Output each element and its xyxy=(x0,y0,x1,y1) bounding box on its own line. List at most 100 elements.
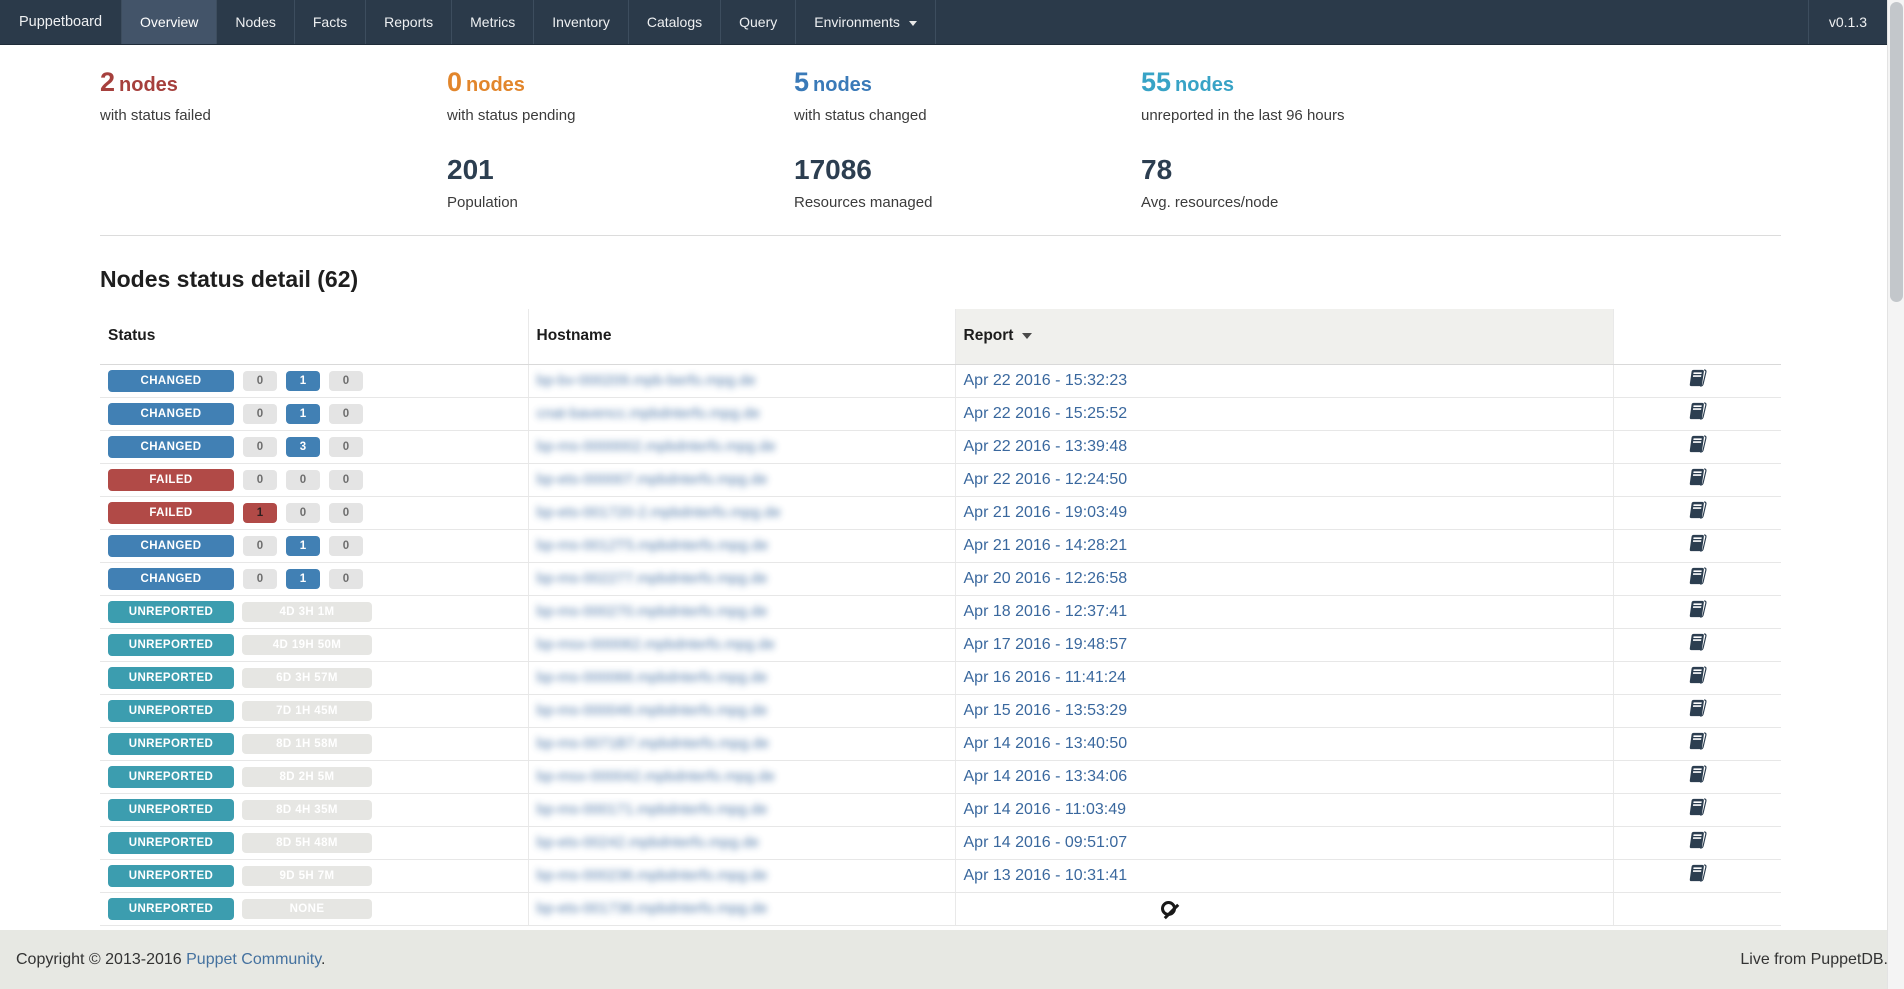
hostname-link[interactable]: bp-ets-001736.mpbdnterfo.mpg.de xyxy=(536,899,768,917)
report-book-icon[interactable] xyxy=(1688,830,1708,850)
count-badges: 8D 1H 58M xyxy=(234,733,372,754)
status-cell: UNREPORTED 8D 2H 5M xyxy=(100,760,528,794)
report-link[interactable]: Apr 21 2016 - 19:03:49 xyxy=(963,503,1128,521)
section-divider xyxy=(100,235,1781,236)
nav-item-label: Reports xyxy=(384,14,434,30)
hostname-link[interactable]: bp-ms-0012T5.mpbdnterfo.mpg.de xyxy=(536,536,769,554)
nav-item-facts[interactable]: Facts xyxy=(295,0,367,44)
nav-item-nodes[interactable]: Nodes xyxy=(217,0,295,44)
status-badge: FAILED xyxy=(108,468,234,491)
report-link[interactable]: Apr 22 2016 - 12:24:50 xyxy=(963,470,1128,488)
hostname-link[interactable]: bp-ms-0000002.mpbdnterfo.mpg.de xyxy=(536,437,776,455)
nav-item-catalogs[interactable]: Catalogs xyxy=(629,0,722,44)
hostname-link[interactable]: bp-ms-000066.mpbdnterfo.mpg.de xyxy=(536,668,768,686)
report-book-icon[interactable] xyxy=(1688,566,1708,586)
report-link[interactable]: Apr 20 2016 - 12:26:58 xyxy=(963,569,1128,587)
column-header-status[interactable]: Status xyxy=(100,309,528,365)
column-header-report[interactable]: Report xyxy=(954,309,1613,365)
report-header-label: Report xyxy=(963,327,1014,345)
report-book-icon[interactable] xyxy=(1688,863,1708,883)
hostname-link[interactable]: bp-ms-000046.mpbdnterfo.mpg.de xyxy=(536,701,768,719)
column-header-hostname[interactable]: Hostname xyxy=(527,309,955,365)
hostname-link[interactable]: bp-ms-000270.mpbdnterfo.mpg.de xyxy=(536,602,768,620)
hostname-link[interactable]: bp-ets-00242.mpbdnterfo.mpg.de xyxy=(536,833,760,851)
report-book-icon[interactable] xyxy=(1688,698,1708,718)
hostname-link[interactable]: bp-msx-000062.mpbdnterfo.mpg.de xyxy=(536,635,775,653)
report-link[interactable]: Apr 14 2016 - 11:03:49 xyxy=(963,800,1127,818)
hostname-link[interactable]: bp-ms-000236.mpbdnterfo.mpg.de xyxy=(536,866,768,884)
hostname-cell: cnat-bavencc.mpbdnterfo.mpg.de xyxy=(527,397,955,431)
report-book-icon[interactable] xyxy=(1688,401,1708,421)
hostname-link[interactable]: bp-ms-002277.mpbdnterfo.mpg.de xyxy=(536,569,768,587)
vertical-scrollbar[interactable] xyxy=(1887,0,1904,989)
hostname-link[interactable]: bp-ms-0071B7.mpbdnterfo.mpg.de xyxy=(536,734,770,752)
unreported-duration-badge: 4D 19H 50M xyxy=(242,634,372,655)
table-row: UNREPORTED NONE bp-ets-001736.mpbdnterfo.… xyxy=(100,892,1781,926)
status-cell: FAILED 1 0 0 xyxy=(100,496,528,530)
report-book-icon[interactable] xyxy=(1688,368,1708,388)
report-link[interactable]: Apr 13 2016 - 10:31:41 xyxy=(963,866,1128,884)
report-link[interactable]: Apr 14 2016 - 13:34:06 xyxy=(963,767,1128,785)
hostname-cell: bp-ms-0012T5.mpbdnterfo.mpg.de xyxy=(527,529,955,563)
report-link[interactable]: Apr 17 2016 - 19:48:57 xyxy=(963,635,1128,653)
pending-nodes-unit: nodes xyxy=(466,74,525,96)
unreported-duration-badge: 8D 1H 58M xyxy=(242,733,372,754)
table-row: CHANGED 0 1 0 bp-ms-002277.mpbdnterfo.mpg.d… xyxy=(100,562,1781,596)
count-badge: 1 xyxy=(286,568,320,589)
report-link[interactable]: Apr 22 2016 - 15:32:23 xyxy=(963,371,1128,389)
table-row: UNREPORTED 7D 1H 45M bp-ms-000046.mpbdnte… xyxy=(100,694,1781,728)
actions-cell xyxy=(1612,364,1781,398)
unreported-duration-badge: 8D 5H 48M xyxy=(242,832,372,853)
hostname-link[interactable]: bp-ets-001720-2.mpbdnterfo.mpg.de xyxy=(536,503,781,521)
nav-item-environments[interactable]: Environments xyxy=(796,0,936,44)
scrollbar-thumb[interactable] xyxy=(1890,2,1903,302)
unreported-duration-badge: 6D 3H 57M xyxy=(242,667,372,688)
report-link[interactable]: Apr 22 2016 - 15:25:52 xyxy=(963,404,1128,422)
report-link[interactable]: Apr 18 2016 - 12:37:41 xyxy=(963,602,1128,620)
report-link[interactable]: Apr 22 2016 - 13:39:48 xyxy=(963,437,1128,455)
report-book-icon[interactable] xyxy=(1688,632,1708,652)
failed-nodes-description: with status failed xyxy=(100,107,211,124)
hostname-link[interactable]: bp-bv-000209.mpb-berfo.mpg.de xyxy=(536,371,756,389)
report-link[interactable]: Apr 16 2016 - 11:41:24 xyxy=(963,668,1127,686)
report-book-icon[interactable] xyxy=(1688,665,1708,685)
table-row: CHANGED 0 3 0 bp-ms-0000002.mpbdnterfo.mpg.… xyxy=(100,430,1781,464)
puppet-community-link[interactable]: Puppet Community xyxy=(186,950,321,968)
report-book-icon[interactable] xyxy=(1688,599,1708,619)
stat-failed-nodes: 2 nodes with status failed xyxy=(100,66,447,235)
report-link[interactable]: Apr 14 2016 - 09:51:07 xyxy=(963,833,1128,851)
status-cell: CHANGED 0 1 0 xyxy=(100,364,528,398)
nav-item-inventory[interactable]: Inventory xyxy=(534,0,629,44)
nav-item-reports[interactable]: Reports xyxy=(366,0,453,44)
hostname-link[interactable]: cnat-bavencc.mpbdnterfo.mpg.de xyxy=(536,404,760,422)
status-badge: UNREPORTED xyxy=(108,666,234,689)
hostname-cell: bp-msx-000042.mpbdnterfo.mpg.de xyxy=(527,760,955,794)
nav-item-overview[interactable]: Overview xyxy=(122,0,218,44)
hostname-link[interactable]: bp-ms-000171.mpbdnterfo.mpg.de xyxy=(536,800,768,818)
report-book-icon[interactable] xyxy=(1688,764,1708,784)
report-book-icon[interactable] xyxy=(1688,467,1708,487)
report-cell: Apr 22 2016 - 12:24:50 xyxy=(954,463,1613,497)
report-link[interactable]: Apr 14 2016 - 13:40:50 xyxy=(963,734,1128,752)
report-book-icon[interactable] xyxy=(1688,731,1708,751)
report-cell: Apr 21 2016 - 19:03:49 xyxy=(954,496,1613,530)
report-book-icon[interactable] xyxy=(1688,797,1708,817)
count-badge: 1 xyxy=(286,535,320,556)
table-row: UNREPORTED 4D 3H 1M bp-ms-000270.mpbdnter… xyxy=(100,595,1781,629)
changed-nodes-unit: nodes xyxy=(813,74,872,96)
nav-item-metrics[interactable]: Metrics xyxy=(452,0,535,44)
hostname-link[interactable]: bp-msx-000042.mpbdnterfo.mpg.de xyxy=(536,767,775,785)
status-badge: FAILED xyxy=(108,501,234,524)
report-book-icon[interactable] xyxy=(1688,500,1708,520)
unreported-nodes-count: 55 xyxy=(1141,67,1172,97)
report-link[interactable]: Apr 21 2016 - 14:28:21 xyxy=(963,536,1128,554)
hostname-link[interactable]: bp-ets-000007.mpbdnterfo.mpg.de xyxy=(536,470,768,488)
brand-puppetboard[interactable]: Puppetboard xyxy=(0,0,123,44)
report-link[interactable]: Apr 15 2016 - 13:53:29 xyxy=(963,701,1128,719)
report-book-icon[interactable] xyxy=(1688,533,1708,553)
status-cell: CHANGED 0 1 0 xyxy=(100,562,528,596)
count-badge: 0 xyxy=(329,535,363,556)
report-book-icon[interactable] xyxy=(1688,434,1708,454)
nav-item-query[interactable]: Query xyxy=(721,0,797,44)
